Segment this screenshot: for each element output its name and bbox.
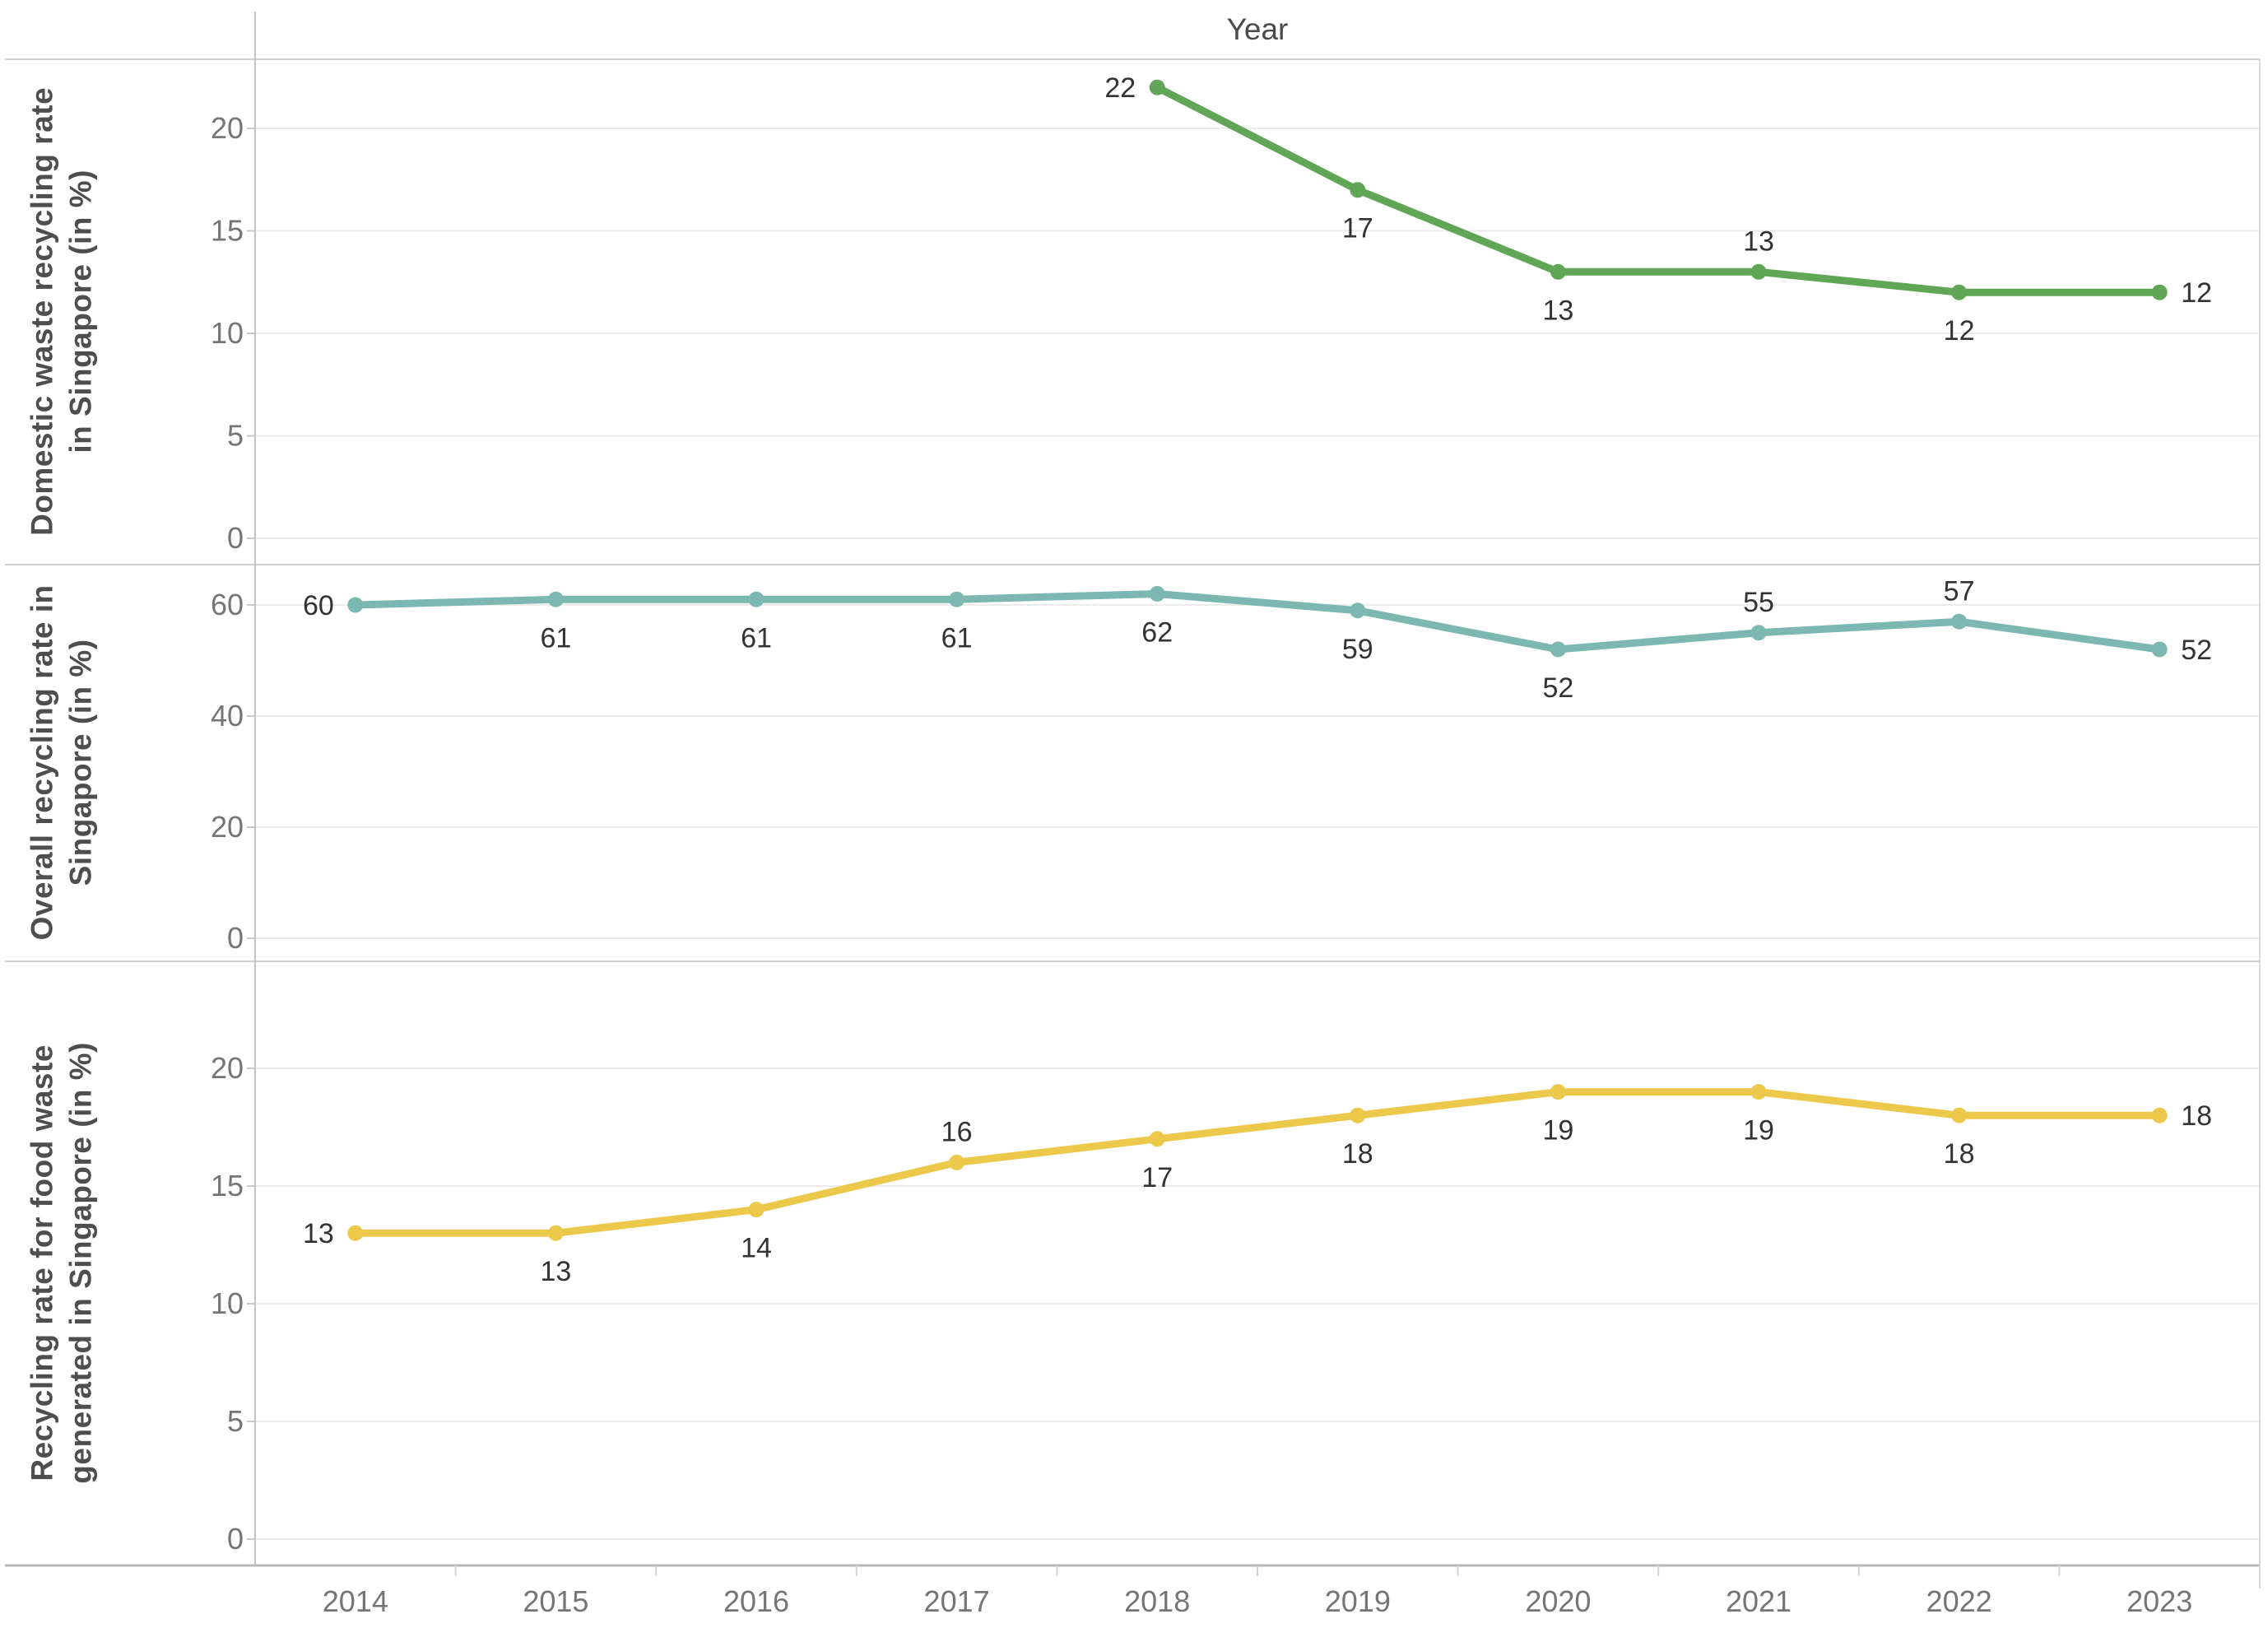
- x-tick-label-2015: 2015: [523, 1584, 588, 1618]
- y-tick-label: 10: [211, 316, 244, 350]
- data-point[interactable]: [1951, 613, 1968, 630]
- x-tick-label-2022: 2022: [1926, 1584, 1992, 1618]
- y-tick-label: 0: [227, 921, 244, 955]
- data-point-label: 19: [1743, 1115, 1774, 1147]
- data-point-label: 55: [1743, 587, 1774, 618]
- data-point-label: 16: [941, 1116, 973, 1147]
- data-point[interactable]: [1550, 263, 1566, 280]
- data-point[interactable]: [949, 1154, 965, 1170]
- y-tick-label: 5: [227, 1404, 244, 1438]
- data-point[interactable]: [748, 591, 765, 607]
- data-point-label: 18: [2181, 1100, 2212, 1132]
- data-point[interactable]: [1149, 586, 1165, 602]
- data-point-label: 13: [1743, 226, 1774, 257]
- data-point[interactable]: [1550, 1084, 1566, 1100]
- data-point[interactable]: [1350, 602, 1366, 619]
- series-line: [1153, 83, 2163, 296]
- series-line: [351, 1088, 2163, 1237]
- data-point-label: 19: [1542, 1115, 1573, 1147]
- data-point[interactable]: [1750, 1084, 1767, 1100]
- data-point-label: 61: [941, 622, 973, 654]
- x-tick-label-2016: 2016: [723, 1584, 789, 1618]
- data-point-label: 13: [1542, 295, 1573, 326]
- data-point-label: 62: [1141, 617, 1173, 649]
- data-point[interactable]: [2151, 284, 2168, 300]
- x-axis-title: Year: [1226, 12, 1289, 46]
- data-point-label: 13: [540, 1256, 571, 1287]
- data-point-label: 57: [1944, 575, 1975, 607]
- y-tick-label: 0: [227, 1522, 244, 1556]
- data-point-label: 12: [2181, 277, 2212, 309]
- data-point-label: 52: [2181, 635, 2212, 666]
- data-point[interactable]: [1350, 182, 1366, 198]
- data-point-label: 61: [540, 622, 571, 654]
- series-line: [351, 590, 2163, 654]
- y-tick-label: 10: [211, 1286, 244, 1320]
- y-tick-label: 5: [227, 419, 244, 453]
- data-point-label: 60: [303, 590, 334, 621]
- x-tick-label-2017: 2017: [924, 1584, 990, 1618]
- data-point[interactable]: [949, 591, 965, 607]
- data-point-label: 22: [1104, 72, 1136, 104]
- data-point[interactable]: [547, 591, 564, 607]
- data-point[interactable]: [1951, 1107, 1968, 1123]
- data-point[interactable]: [1149, 79, 1165, 95]
- data-point[interactable]: [1750, 263, 1767, 280]
- data-point-label: 17: [1141, 1162, 1173, 1193]
- y-tick-label: 20: [211, 1051, 244, 1085]
- data-point[interactable]: [1750, 625, 1767, 641]
- data-point-label: 18: [1944, 1138, 1975, 1170]
- y-tick-label: 20: [211, 810, 244, 844]
- data-point[interactable]: [347, 597, 364, 613]
- data-point-label: 59: [1342, 634, 1373, 665]
- data-point[interactable]: [347, 1225, 364, 1241]
- data-point[interactable]: [1951, 284, 1968, 300]
- y-tick-label: 20: [211, 111, 244, 145]
- data-point[interactable]: [1550, 641, 1566, 658]
- x-tick-label-2019: 2019: [1325, 1584, 1391, 1618]
- y-tick-label: 60: [211, 588, 244, 621]
- y-tick-label: 40: [211, 699, 244, 733]
- data-point-label: 12: [1944, 315, 1975, 347]
- data-point-label: 13: [303, 1218, 334, 1249]
- data-point-label: 52: [1542, 672, 1573, 704]
- data-point[interactable]: [547, 1225, 564, 1241]
- x-tick-label-2014: 2014: [323, 1584, 388, 1618]
- x-tick-label-2018: 2018: [1124, 1584, 1190, 1618]
- data-point-label: 14: [741, 1233, 772, 1264]
- x-tick-label-2020: 2020: [1525, 1584, 1591, 1618]
- data-point-label: 61: [741, 622, 772, 654]
- x-tick-label-2023: 2023: [2126, 1584, 2192, 1618]
- data-point[interactable]: [1350, 1107, 1366, 1123]
- y-tick-label: 15: [211, 214, 244, 248]
- data-point[interactable]: [2151, 1107, 2168, 1123]
- y-tick-label: 15: [211, 1169, 244, 1202]
- y-tick-label: 0: [227, 521, 244, 555]
- data-point[interactable]: [748, 1202, 765, 1218]
- x-tick-label-2021: 2021: [1726, 1584, 1792, 1618]
- data-point[interactable]: [1149, 1131, 1165, 1147]
- data-point-label: 17: [1342, 213, 1373, 244]
- data-point[interactable]: [2151, 641, 2168, 658]
- data-point-label: 18: [1342, 1138, 1373, 1170]
